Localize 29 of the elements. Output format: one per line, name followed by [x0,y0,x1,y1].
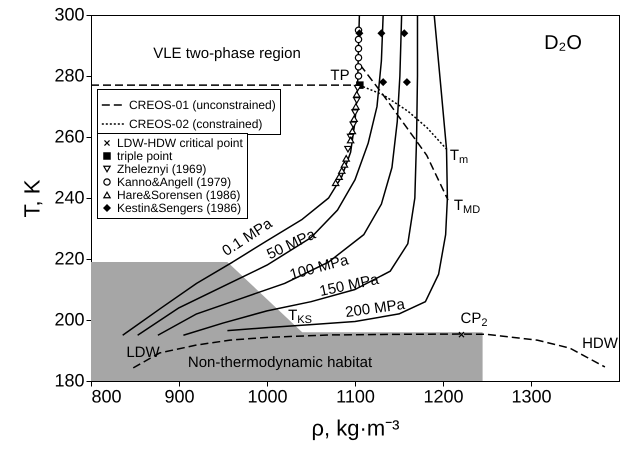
annotation: HDW [582,335,619,352]
y-tick-label: 260 [54,126,84,146]
annotation: TP [330,67,350,84]
y-tick-label: 280 [54,66,84,86]
y-tick-label: 220 [54,248,84,268]
y-tick-label: 180 [54,370,84,390]
x-tick-label: 1300 [511,386,552,406]
y-tick-label: 240 [54,188,84,208]
legend-label: CREOS-01 (unconstrained) [129,98,276,112]
legend-label: triple point [117,149,174,163]
annotation: Non-thermodynamic habitat [188,354,373,371]
y-tick-label: 200 [54,310,84,330]
annotation: LDW [126,344,161,361]
annotation: D₂O [544,32,582,54]
legend-label: Hare&Sorensen (1986) [117,188,240,202]
y-axis-title: T, K [19,179,44,218]
legend-label: Zheleznyi (1969) [117,162,206,176]
legend-label: LDW-HDW critical point [117,136,244,150]
x-tick-label: 1200 [423,386,464,406]
x-tick-label: 900 [164,386,195,406]
legend-label: Kanno&Angell (1979) [117,175,232,189]
legend-label: CREOS-02 (constrained) [129,117,262,131]
x-tick-label: 1100 [336,386,375,406]
y-tick-label: 300 [54,4,84,24]
legend-label: Kestin&Sengers (1986) [117,201,242,215]
x-tick-label: 1000 [247,386,288,406]
x-axis-title: ρ, kg·m⁻³ [312,416,400,440]
annotation: VLE two-phase region [153,45,301,62]
x-tick-label: 800 [92,386,122,406]
